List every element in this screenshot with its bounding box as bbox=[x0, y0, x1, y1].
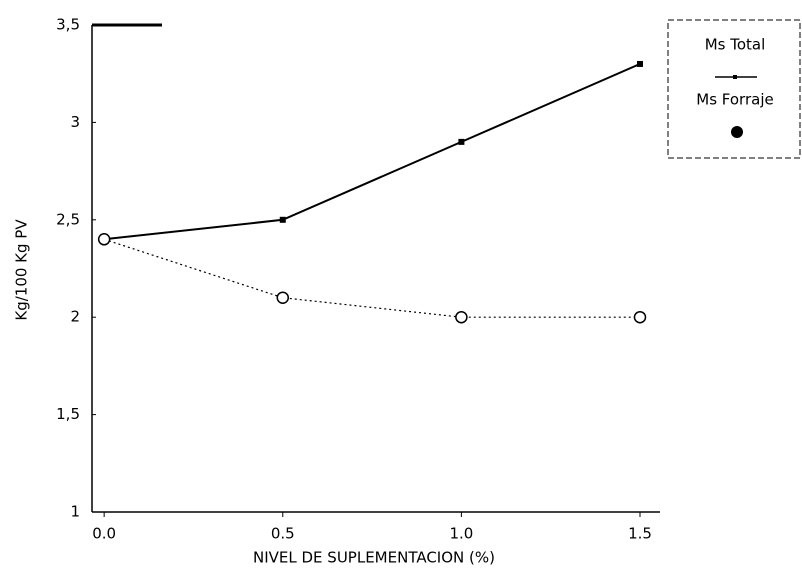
point bbox=[276, 291, 290, 304]
y-axis-label: Kg/100 Kg PV bbox=[13, 219, 31, 321]
y-tick-label: 1,5 bbox=[56, 405, 80, 423]
legend-label: Ms Total bbox=[705, 36, 766, 54]
x-tick-label: 1.5 bbox=[628, 525, 652, 543]
legend-box bbox=[667, 19, 801, 159]
x-axis-label: NIVEL DE SUPLEMENTACION (%) bbox=[253, 549, 495, 567]
point bbox=[97, 233, 111, 246]
legend-marker bbox=[731, 126, 743, 138]
y-tick-label: 3 bbox=[70, 113, 80, 131]
x-tick-label: 0.0 bbox=[92, 525, 116, 543]
series-line bbox=[103, 238, 640, 318]
series-line bbox=[104, 63, 641, 241]
point bbox=[633, 310, 647, 324]
point bbox=[458, 138, 465, 145]
x-tick-label: 1.0 bbox=[449, 525, 473, 543]
point bbox=[636, 60, 643, 67]
y-tick-label: 3,5 bbox=[56, 16, 80, 34]
y-tick-label: 2 bbox=[70, 308, 80, 326]
point bbox=[279, 216, 286, 223]
legend-label: Ms Forraje bbox=[696, 91, 773, 109]
y-tick-label: 1 bbox=[70, 503, 80, 521]
x-tick-label: 0.5 bbox=[271, 525, 295, 543]
y-tick-label: 2,5 bbox=[56, 210, 80, 228]
legend-marker bbox=[733, 75, 737, 79]
point bbox=[455, 310, 468, 324]
